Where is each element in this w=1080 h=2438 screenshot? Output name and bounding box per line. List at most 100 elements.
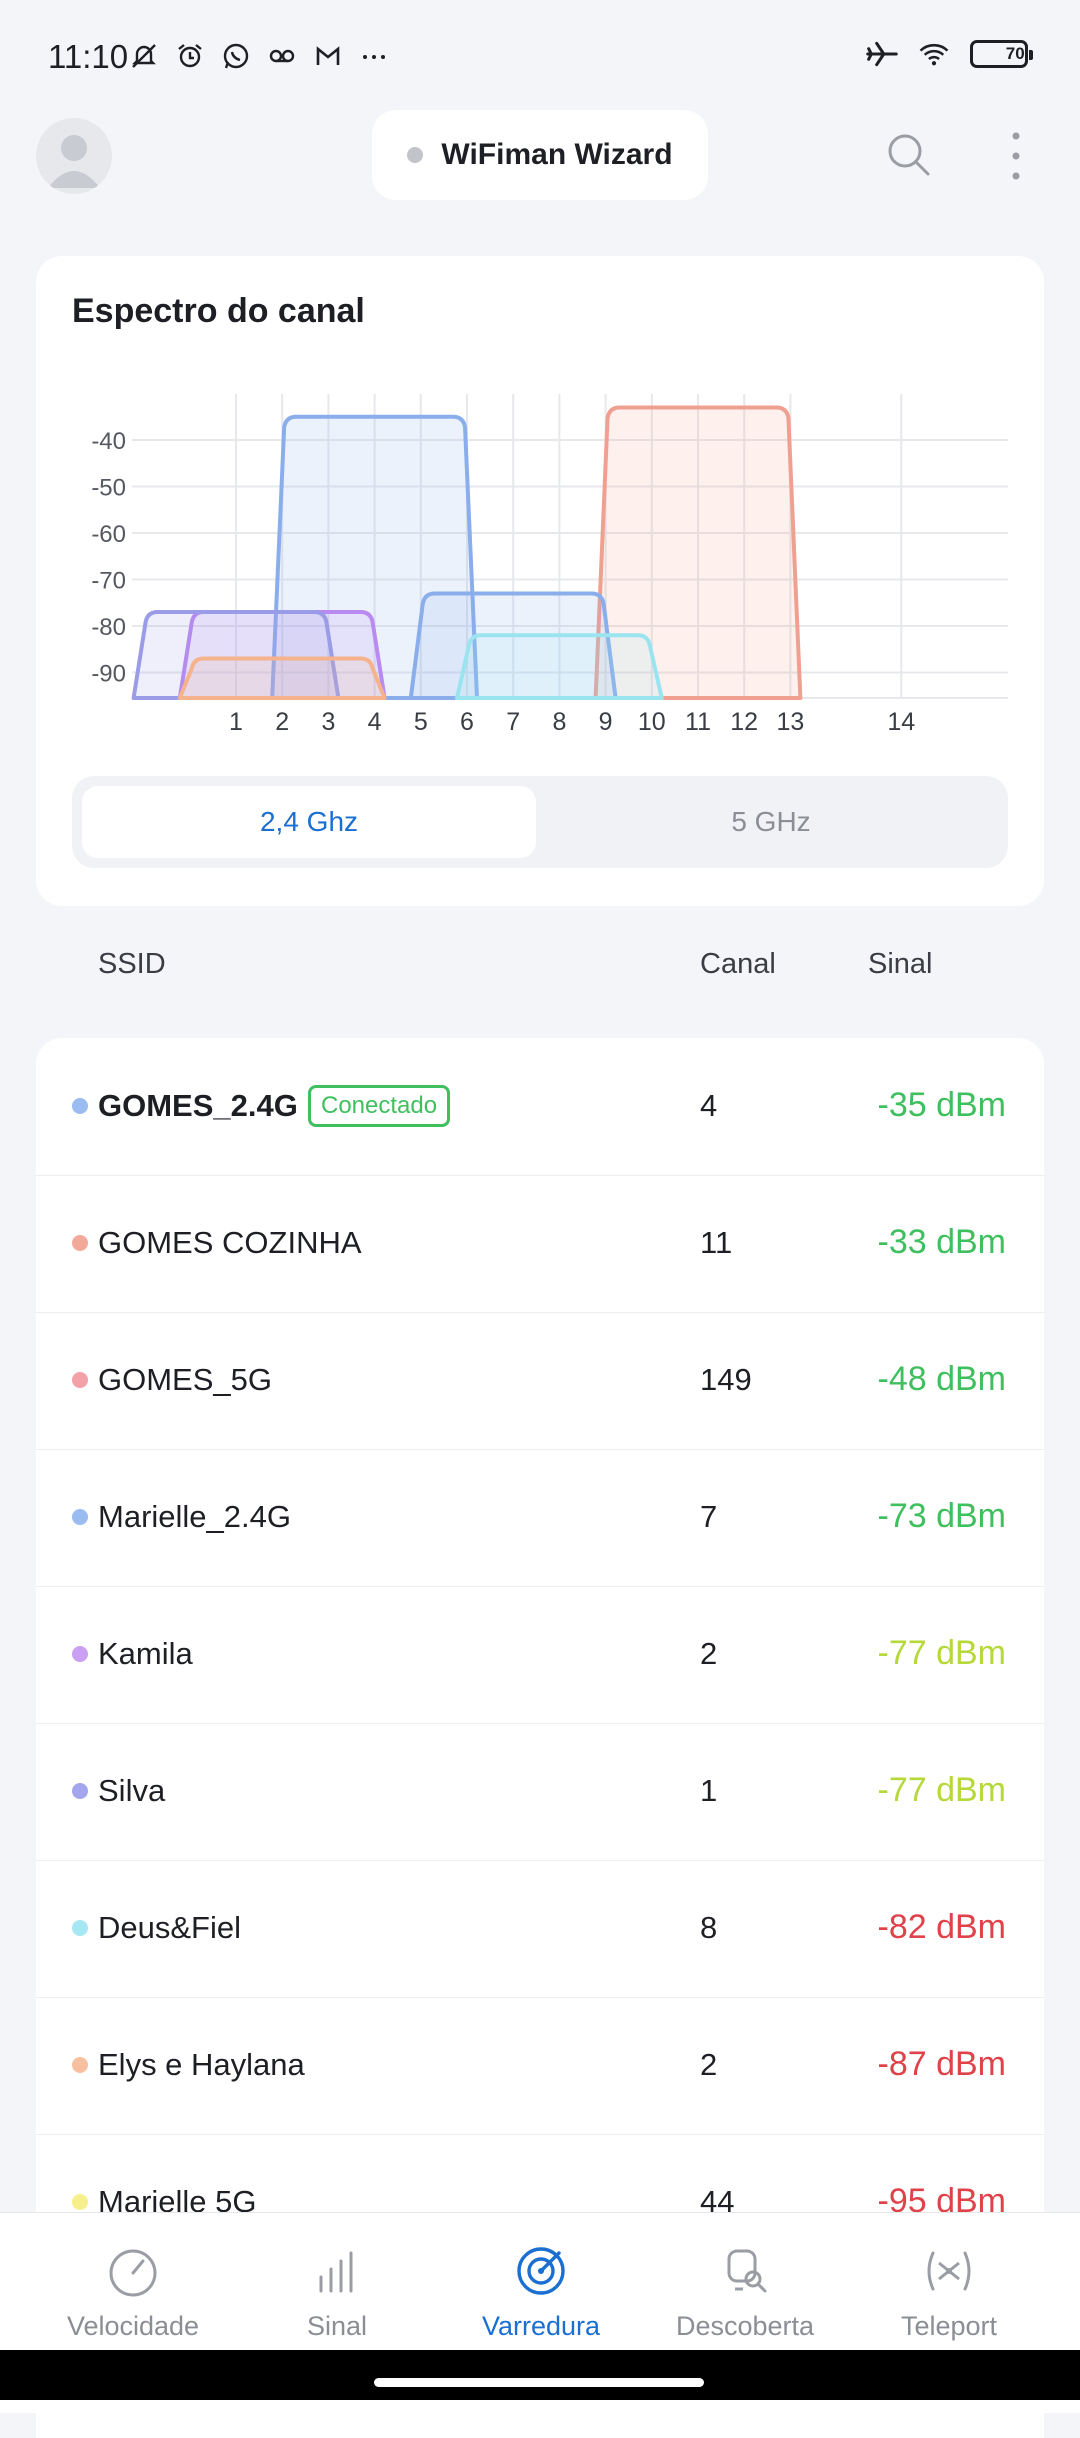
network-channel: 7 [700,1499,718,1534]
x-tick-label: 14 [887,708,915,736]
y-tick-label: -70 [91,568,126,595]
network-ssid: GOMES COZINHA [98,1225,362,1260]
bell-muted-icon [128,40,160,72]
network-channel: 8 [700,1910,718,1945]
channel-signal-area [177,656,387,700]
x-tick-label: 13 [776,708,804,736]
more-options-button[interactable] [1000,128,1032,184]
speedometer-icon [109,2249,157,2297]
connected-badge: Conectado [308,1085,451,1127]
spectrum-title: Espectro do canal [72,292,365,330]
network-signal: -35 dBm [877,1086,1007,1124]
x-tick-label: 10 [638,708,666,736]
channel-signal-area [270,414,479,700]
home-indicator[interactable] [374,2378,704,2387]
radar-icon [517,2247,565,2295]
network-color-dot [72,1920,88,1936]
network-signal: -33 dBm [877,1223,1007,1261]
network-row[interactable]: GOMES_2.4G Conectado 4 -35 dBm [36,1038,1044,1176]
network-signal: -48 dBm [877,1360,1007,1398]
network-row[interactable]: GOMES_5G 149 -48 dBm [36,1312,1044,1450]
x-tick-label: 11 [685,708,711,736]
page-title: WiFiman Wizard [441,138,673,171]
network-channel: 149 [700,1362,752,1397]
x-tick-label: 1 [229,708,243,736]
y-tick-label: -40 [91,428,126,455]
x-tick-label: 4 [368,708,382,736]
channel-signal-area [455,633,664,700]
search-icon [888,134,930,176]
network-color-dot [72,1783,88,1799]
network-row[interactable]: Kamila 2 -77 dBm [36,1586,1044,1724]
network-ssid: Kamila [98,1636,193,1671]
network-ssid: Marielle_2.4G [98,1499,291,1534]
channel-spectrum-card: Espectro do canal -40 -50 -60 -70 -80 -90 1 2 3 4… [36,256,1044,906]
network-row[interactable]: Silva 1 -77 dBm [36,1723,1044,1861]
teleport-icon [927,2251,971,2291]
nav-teleport[interactable]: Teleport [841,2213,1057,2413]
x-tick-label: 12 [730,708,758,736]
y-tick-label: -60 [91,521,126,548]
alarm-icon [174,40,206,72]
network-ssid: Elys e Haylana [98,2047,305,2082]
airplane-icon [866,38,898,70]
channel-signal-area [593,405,803,700]
more-vertical-icon [1012,132,1020,180]
nav-label: Descoberta [675,2311,815,2341]
wifi-icon [918,38,950,70]
battery-icon: 70 [970,40,1033,68]
nav-sinal[interactable]: Sinal [229,2213,445,2413]
network-ssid: Silva [98,1773,166,1808]
band-selector: 2,4 Ghz 5 GHz [72,776,1008,868]
nav-velocidade[interactable]: Velocidade [25,2213,241,2413]
search-button[interactable] [884,130,934,180]
network-ssid: Deus&Fiel [98,1910,241,1945]
network-row[interactable]: Deus&Fiel 8 -82 dBm [36,1860,1044,1998]
x-tick-label: 6 [460,708,474,736]
y-tick-label: -80 [91,614,126,641]
network-channel: 1 [700,1773,718,1808]
x-tick-label: 8 [552,708,566,736]
voicemail-icon [266,40,298,72]
network-color-dot [72,1235,88,1251]
network-channel: 11 [700,1225,733,1260]
network-color-dot [72,1372,88,1388]
network-color-dot [72,2194,88,2210]
user-icon [48,135,100,188]
nav-label: Sinal [306,2311,368,2341]
channel-header: Canal [700,948,776,980]
network-ssid: GOMES_5G [98,1362,272,1397]
nav-label: Teleport [900,2311,998,2341]
network-channel: 2 [700,1636,718,1671]
battery-level-text: 70 [1005,44,1025,63]
network-row[interactable]: GOMES COZINHA 11 -33 dBm [36,1175,1044,1313]
y-tick-label: -90 [91,661,126,688]
nav-varredura[interactable]: Varredura [433,2213,649,2413]
network-color-dot [72,1646,88,1662]
network-row[interactable]: Elys e Haylana 2 -87 dBm [36,1997,1044,2135]
nav-label: Velocidade [66,2311,200,2341]
band-5ghz-tab[interactable]: 5 GHz [731,806,811,837]
x-tick-label: 2 [275,708,289,736]
nav-descoberta[interactable]: Descoberta [637,2213,853,2413]
network-color-dot [72,1509,88,1525]
status-dot [407,147,424,163]
network-color-dot [72,2057,88,2073]
x-tick-label: 7 [506,708,520,736]
x-tick-label: 3 [321,708,335,736]
channel-signal-area [131,610,341,700]
network-signal: -77 dBm [877,1634,1007,1672]
gmail-icon [312,40,344,72]
network-title-pill[interactable]: WiFiman Wizard [372,110,708,200]
system-navigation-bar [0,2350,1080,2400]
network-row[interactable]: Marielle_2.4G 7 -73 dBm [36,1449,1044,1587]
discovery-icon [727,2249,767,2293]
nav-label: Varredura [481,2311,601,2341]
band-2-4ghz-tab[interactable]: 2,4 Ghz [82,786,536,858]
status-bar: 11:10 70 [0,0,1080,110]
network-ssid: GOMES_2.4G [98,1088,298,1123]
network-signal: -77 dBm [877,1771,1007,1809]
signal-bars-icon [319,2251,353,2293]
avatar[interactable] [36,118,112,194]
network-color-dot [72,1098,88,1114]
